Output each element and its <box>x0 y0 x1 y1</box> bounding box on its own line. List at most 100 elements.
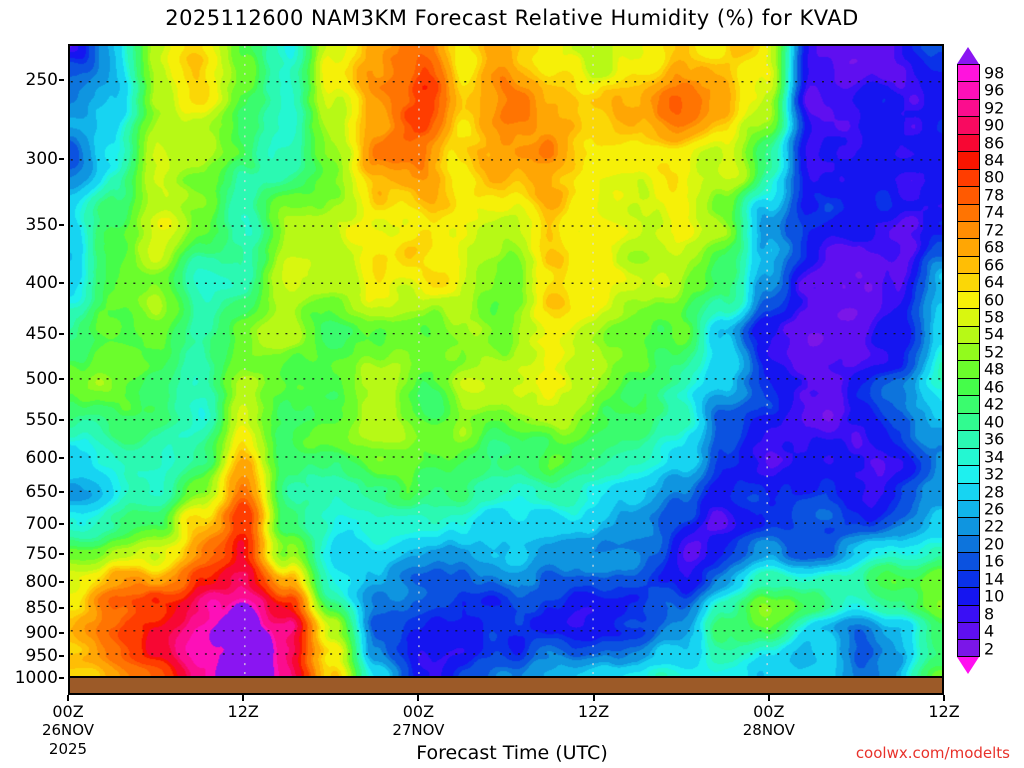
colorbar-swatch <box>957 343 980 361</box>
x-axis-time-label: 12Z <box>928 702 960 721</box>
colorbar-tick-label: 10 <box>984 586 1005 606</box>
colorbar-tick-label: 92 <box>984 98 1005 118</box>
colorbar-tick-label: 4 <box>984 621 995 641</box>
y-axis-tick-label: 400 <box>25 272 58 293</box>
colorbar-tick-label: 34 <box>984 447 1005 467</box>
colorbar-tick-label: 28 <box>984 482 1005 502</box>
colorbar-swatch <box>957 499 980 518</box>
colorbar-tick-label: 14 <box>984 569 1005 589</box>
plot-area <box>68 44 944 678</box>
x-axis-time-label: 12Z <box>577 702 610 721</box>
y-axis-tick-label: 250 <box>25 69 58 90</box>
x-axis-time-label: 00Z <box>753 702 785 721</box>
colorbar-tick-label: 52 <box>984 342 1005 362</box>
colorbar-swatch <box>957 168 980 187</box>
colorbar-swatch <box>957 238 980 256</box>
y-axis-tick-mark <box>59 606 64 609</box>
colorbar-swatch <box>957 220 980 239</box>
x-axis-year-label: 2025 <box>48 740 88 758</box>
colorbar-swatch <box>957 639 980 657</box>
y-axis-tick-label: 450 <box>25 323 58 344</box>
colorbar-tick-label: 60 <box>984 290 1005 310</box>
colorbar-tick-label: 16 <box>984 551 1005 571</box>
x-axis-labels: 00Z 26NOV 2025 12Z 00Z 27NOV 12Z 00Z 28NOV 12Z <box>0 698 1024 768</box>
colorbar-swatch <box>957 482 980 500</box>
colorbar-tick-label: 64 <box>984 272 1005 292</box>
colorbar-swatch <box>957 151 980 169</box>
colorbar-tick-label: 26 <box>984 499 1005 519</box>
colorbar-swatch <box>957 290 980 309</box>
colorbar-tick-label: 98 <box>984 63 1005 83</box>
y-axis-tick-label: 700 <box>25 514 58 535</box>
colorbar-swatch <box>957 395 980 413</box>
y-axis-tick-label: 850 <box>25 597 58 618</box>
y-axis-tick-label: 800 <box>25 571 58 592</box>
y-axis-tick-mark <box>59 552 64 555</box>
colorbar-tick-label: 20 <box>984 534 1005 554</box>
x-axis-tick-group: 12Z <box>228 702 259 721</box>
colorbar-tick-label: 80 <box>984 167 1005 187</box>
x-axis-time-label: 00Z <box>402 702 435 721</box>
x-axis-tick-mark <box>767 695 770 701</box>
y-axis-tick-label: 750 <box>25 543 58 564</box>
colorbar-tick-label: 68 <box>984 237 1005 257</box>
colorbar-swatch <box>957 430 980 448</box>
colorbar-tick-label: 32 <box>984 464 1005 484</box>
colorbar-swatch <box>957 587 980 605</box>
colorbar-swatch <box>957 622 980 640</box>
page-title: 2025112600 NAM3KM Forecast Relative Humi… <box>165 6 859 30</box>
y-axis-tick-label: 900 <box>25 622 58 643</box>
y-axis-tick-mark <box>59 654 64 657</box>
x-axis-tick-mark <box>943 695 945 701</box>
y-axis-tick-label: 650 <box>25 482 58 503</box>
colorbar-swatch <box>957 255 980 274</box>
x-axis-tick-group: 00Z 26NOV 2025 <box>42 702 94 759</box>
colorbar-tick-label: 72 <box>984 220 1005 240</box>
y-axis-tick-mark <box>59 631 64 634</box>
colorbar-swatch <box>957 133 980 152</box>
y-axis-tick-mark <box>59 377 64 380</box>
x-axis-tick-group: 00Z 27NOV <box>392 702 444 740</box>
colorbar: 98 96 92 90 86 84 80 78 74 72 68 66 64 60 58 54 52 48 46 42… <box>957 47 1023 687</box>
colorbar-tick-label: 22 <box>984 516 1005 536</box>
colorbar-swatch-stack <box>957 64 980 657</box>
colorbar-swatch <box>957 517 980 535</box>
y-axis-tick-mark <box>59 491 64 494</box>
colorbar-swatch <box>957 64 980 82</box>
colorbar-tick-label: 40 <box>984 412 1005 432</box>
y-axis-tick-label: 550 <box>25 410 58 431</box>
x-axis-date-label: 28NOV <box>742 721 795 739</box>
x-axis-tick-group: 12Z <box>578 702 609 721</box>
colorbar-tick-label: 84 <box>984 150 1005 170</box>
colorbar-tick-label: 46 <box>984 377 1005 397</box>
x-axis-time-label: 12Z <box>227 702 259 721</box>
y-axis-tick-mark <box>59 157 64 160</box>
colorbar-swatch <box>957 552 980 570</box>
colorbar-tick-label: 42 <box>984 394 1005 414</box>
colorbar-swatch <box>957 604 980 622</box>
y-axis-tick-mark <box>59 456 64 459</box>
x-axis-tick-mark <box>417 695 420 701</box>
colorbar-swatch <box>957 308 980 326</box>
colorbar-swatch <box>957 377 980 396</box>
x-axis-tick-mark <box>242 695 245 701</box>
colorbar-tick-label: 54 <box>984 324 1005 344</box>
colorbar-tick-label: 8 <box>984 604 995 624</box>
colorbar-tick-label: 74 <box>984 202 1005 222</box>
y-axis-tick-label: 1000 <box>14 668 58 688</box>
colorbar-tick-label: 48 <box>984 359 1005 379</box>
credit-link[interactable]: coolwx.com/modelts <box>855 744 1010 762</box>
colorbar-tick-label: 78 <box>984 185 1005 205</box>
x-axis-tick-mark <box>592 695 595 701</box>
colorbar-under-arrow <box>957 657 979 675</box>
colorbar-swatch <box>957 98 980 117</box>
colorbar-swatch <box>957 569 980 588</box>
y-axis-labels: 250 300 350 400 450 500 550 600 650 700 750 800 850 9… <box>0 44 66 688</box>
colorbar-swatch <box>957 412 980 431</box>
colorbar-swatch <box>957 447 980 466</box>
y-axis-tick-mark <box>59 580 64 583</box>
colorbar-swatch <box>957 325 980 343</box>
colorbar-swatch <box>957 116 980 134</box>
y-axis-tick-label: 500 <box>25 368 58 389</box>
